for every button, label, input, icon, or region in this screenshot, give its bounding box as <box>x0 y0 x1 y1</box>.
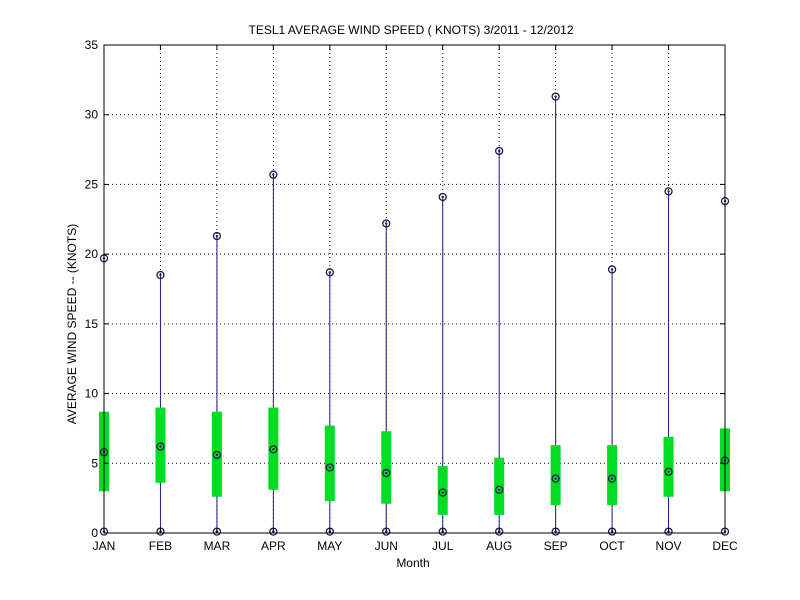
max-marker-dot-feb <box>159 273 162 277</box>
x-tick-label: JUN <box>375 539 398 553</box>
mean-marker-jun <box>382 468 391 478</box>
mean-marker-dot-may <box>328 466 332 469</box>
max-marker-dot-apr <box>272 173 275 176</box>
y-tick-label: 10 <box>85 387 99 401</box>
max-marker-sep <box>551 92 560 101</box>
x-tick-label: FEB <box>149 539 172 553</box>
y-tick-label: 20 <box>85 247 99 261</box>
mean-marker-dot-mar <box>215 453 219 457</box>
max-marker-jul <box>438 192 447 202</box>
mean-marker-dot-nov <box>667 470 670 473</box>
mean-marker-dot-sep <box>554 477 557 480</box>
grid-layer <box>104 45 725 533</box>
x-tick-label: DEC <box>712 539 738 553</box>
box-may <box>324 425 335 501</box>
box-jul <box>437 466 448 515</box>
x-tick-label: JAN <box>93 539 116 553</box>
chart-title: TESL1 AVERAGE WIND SPEED ( KNOTS) 3/2011… <box>248 23 573 37</box>
max-marker-jun <box>382 219 391 228</box>
max-marker-dot-nov <box>667 190 670 193</box>
mean-marker-dot-jun <box>385 471 388 475</box>
y-axis-label: AVERAGE WIND SPEED -- (KNOTS) <box>65 224 79 424</box>
mean-marker-dot-apr <box>272 448 275 451</box>
max-marker-may <box>325 268 334 277</box>
x-tick-label: AUG <box>486 539 512 553</box>
max-marker-dot-sep <box>554 95 557 98</box>
plot-frame <box>103 44 726 534</box>
box-jun <box>381 431 392 504</box>
max-marker-aug <box>495 146 504 156</box>
y-tick-label: 5 <box>91 456 98 470</box>
mean-marker-mar <box>212 450 222 460</box>
max-marker-dot-may <box>328 271 332 274</box>
y-tick-label: 15 <box>85 317 99 331</box>
x-tick-label: MAY <box>317 539 342 553</box>
box-feb <box>155 407 166 483</box>
mean-marker-dot-aug <box>497 488 501 491</box>
axes-layer: 0 5 10 15 20 25 30 35 JAN FEB MAR APR MAY JUN JUL AUG SE… <box>85 38 738 553</box>
mean-marker-oct <box>607 474 617 483</box>
x-tick-label: APR <box>261 539 286 553</box>
max-marker-oct <box>607 265 617 274</box>
x-tick-label: NOV <box>656 539 682 553</box>
mean-marker-nov <box>664 467 673 476</box>
max-marker-dot-mar <box>215 234 219 238</box>
max-marker-dot-aug <box>497 149 501 153</box>
max-marker-dot-oct <box>610 268 614 271</box>
x-tick-label: MAR <box>204 539 231 553</box>
max-marker-apr <box>269 170 278 179</box>
y-tick-label: 0 <box>91 526 98 540</box>
max-marker-nov <box>664 187 673 196</box>
max-marker-mar <box>212 231 222 241</box>
mean-marker-jul <box>438 488 447 497</box>
x-tick-label: OCT <box>599 539 625 553</box>
y-tick-label: 25 <box>85 177 99 191</box>
mean-marker-sep <box>551 474 560 483</box>
x-tick-label: SEP <box>544 539 568 553</box>
max-marker-dot-jul <box>441 195 444 199</box>
box-nov <box>663 436 674 497</box>
x-axis-label: Month <box>396 556 429 570</box>
mean-marker-dot-jul <box>441 491 444 494</box>
data-layer <box>99 92 730 536</box>
mean-marker-feb <box>156 442 165 451</box>
mean-marker-dot-feb <box>159 445 162 448</box>
mean-marker-dot-oct <box>610 477 614 480</box>
mean-marker-aug <box>495 485 504 494</box>
y-tick-label: 35 <box>85 38 99 52</box>
max-marker-dot-jun <box>385 222 388 225</box>
mean-marker-apr <box>269 445 278 454</box>
x-tick-label: JUL <box>432 539 454 553</box>
max-marker-feb <box>156 270 165 280</box>
mean-marker-may <box>325 463 334 472</box>
y-tick-label: 30 <box>85 108 99 122</box>
